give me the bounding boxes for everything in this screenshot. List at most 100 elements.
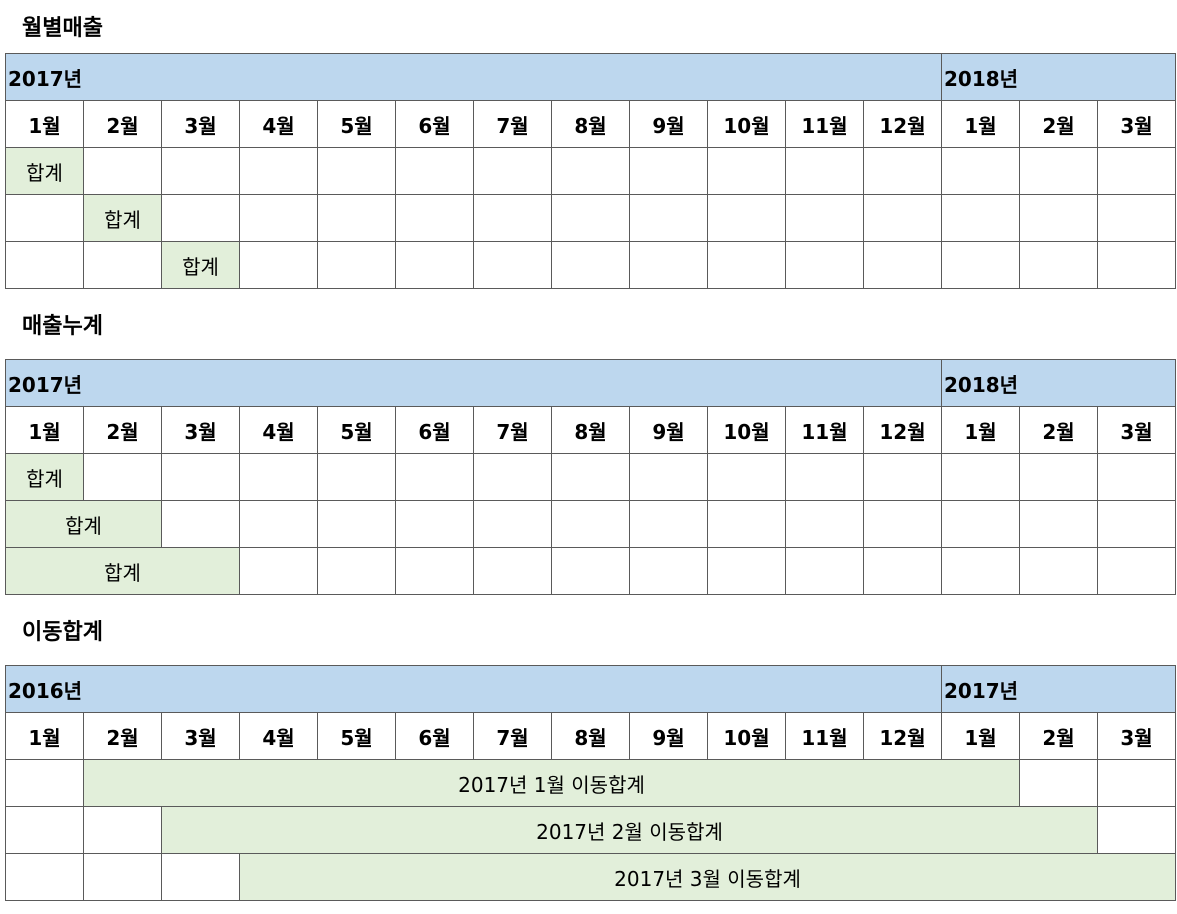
total-cell[interactable]: 합계 (5, 500, 162, 548)
empty-cell[interactable] (1097, 759, 1177, 807)
total-cell[interactable]: 2017년 3월 이동합계 (238, 853, 1177, 901)
empty-cell[interactable] (239, 241, 318, 289)
empty-cell[interactable] (473, 500, 552, 548)
empty-cell[interactable] (239, 453, 318, 501)
empty-cell[interactable] (5, 194, 84, 242)
empty-cell[interactable] (395, 453, 474, 501)
empty-cell[interactable] (1097, 547, 1177, 595)
empty-cell[interactable] (161, 453, 240, 501)
total-cell[interactable]: 합계 (5, 147, 84, 195)
empty-cell[interactable] (473, 453, 552, 501)
empty-cell[interactable] (862, 241, 943, 289)
empty-cell[interactable] (161, 500, 240, 548)
empty-cell[interactable] (83, 806, 162, 854)
empty-cell[interactable] (629, 453, 708, 501)
empty-cell[interactable] (161, 194, 240, 242)
empty-cell[interactable] (862, 547, 943, 595)
empty-cell[interactable] (862, 500, 943, 548)
empty-cell[interactable] (239, 547, 318, 595)
empty-cell[interactable] (785, 453, 864, 501)
empty-cell[interactable] (239, 147, 318, 195)
empty-cell[interactable] (395, 147, 474, 195)
empty-cell[interactable] (862, 194, 943, 242)
empty-cell[interactable] (1019, 147, 1099, 195)
empty-cell[interactable] (473, 241, 552, 289)
empty-cell[interactable] (317, 241, 396, 289)
empty-cell[interactable] (629, 241, 708, 289)
empty-cell[interactable] (473, 147, 552, 195)
empty-cell[interactable] (239, 194, 318, 242)
empty-cell[interactable] (1097, 194, 1177, 242)
empty-cell[interactable] (1019, 759, 1099, 807)
empty-cell[interactable] (83, 853, 162, 901)
empty-cell[interactable] (317, 453, 396, 501)
empty-cell[interactable] (317, 547, 396, 595)
empty-cell[interactable] (551, 241, 630, 289)
empty-cell[interactable] (1097, 806, 1177, 854)
total-cell[interactable]: 합계 (83, 194, 162, 242)
empty-cell[interactable] (707, 547, 786, 595)
empty-cell[interactable] (83, 147, 162, 195)
empty-cell[interactable] (395, 194, 474, 242)
empty-cell[interactable] (862, 147, 943, 195)
empty-cell[interactable] (317, 500, 396, 548)
empty-cell[interactable] (317, 147, 396, 195)
empty-cell[interactable] (629, 500, 708, 548)
empty-cell[interactable] (161, 853, 240, 901)
empty-cell[interactable] (941, 500, 1021, 548)
empty-cell[interactable] (1019, 194, 1099, 242)
empty-cell[interactable] (785, 194, 864, 242)
section-title: 이동합계 (22, 620, 103, 645)
empty-cell[interactable] (629, 147, 708, 195)
empty-cell[interactable] (785, 241, 864, 289)
empty-cell[interactable] (707, 147, 786, 195)
empty-cell[interactable] (862, 453, 943, 501)
empty-cell[interactable] (629, 194, 708, 242)
empty-cell[interactable] (5, 853, 84, 901)
empty-cell[interactable] (5, 806, 84, 854)
empty-cell[interactable] (473, 547, 552, 595)
empty-cell[interactable] (941, 194, 1021, 242)
empty-cell[interactable] (785, 547, 864, 595)
empty-cell[interactable] (1097, 500, 1177, 548)
empty-cell[interactable] (1019, 453, 1099, 501)
empty-cell[interactable] (707, 194, 786, 242)
empty-cell[interactable] (785, 147, 864, 195)
empty-cell[interactable] (551, 547, 630, 595)
empty-cell[interactable] (395, 500, 474, 548)
empty-cell[interactable] (473, 194, 552, 242)
empty-cell[interactable] (941, 453, 1021, 501)
empty-cell[interactable] (395, 547, 474, 595)
empty-cell[interactable] (161, 147, 240, 195)
empty-cell[interactable] (941, 147, 1021, 195)
total-cell[interactable]: 합계 (5, 547, 240, 595)
empty-cell[interactable] (1019, 547, 1099, 595)
empty-cell[interactable] (1097, 241, 1177, 289)
empty-cell[interactable] (83, 241, 162, 289)
total-cell[interactable]: 2017년 2월 이동합계 (160, 806, 1099, 854)
empty-cell[interactable] (551, 500, 630, 548)
empty-cell[interactable] (707, 241, 786, 289)
empty-cell[interactable] (1097, 147, 1177, 195)
total-cell[interactable]: 합계 (161, 241, 240, 289)
empty-cell[interactable] (1097, 453, 1177, 501)
empty-cell[interactable] (1019, 500, 1099, 548)
empty-cell[interactable] (629, 547, 708, 595)
empty-cell[interactable] (5, 759, 84, 807)
empty-cell[interactable] (785, 500, 864, 548)
empty-cell[interactable] (707, 500, 786, 548)
empty-cell[interactable] (317, 194, 396, 242)
empty-cell[interactable] (1019, 241, 1099, 289)
empty-cell[interactable] (551, 147, 630, 195)
empty-cell[interactable] (941, 241, 1021, 289)
empty-cell[interactable] (707, 453, 786, 501)
empty-cell[interactable] (551, 194, 630, 242)
total-cell[interactable]: 합계 (5, 453, 84, 501)
empty-cell[interactable] (5, 241, 84, 289)
empty-cell[interactable] (551, 453, 630, 501)
total-cell[interactable]: 2017년 1월 이동합계 (82, 759, 1021, 807)
empty-cell[interactable] (239, 500, 318, 548)
empty-cell[interactable] (395, 241, 474, 289)
empty-cell[interactable] (941, 547, 1021, 595)
empty-cell[interactable] (83, 453, 162, 501)
